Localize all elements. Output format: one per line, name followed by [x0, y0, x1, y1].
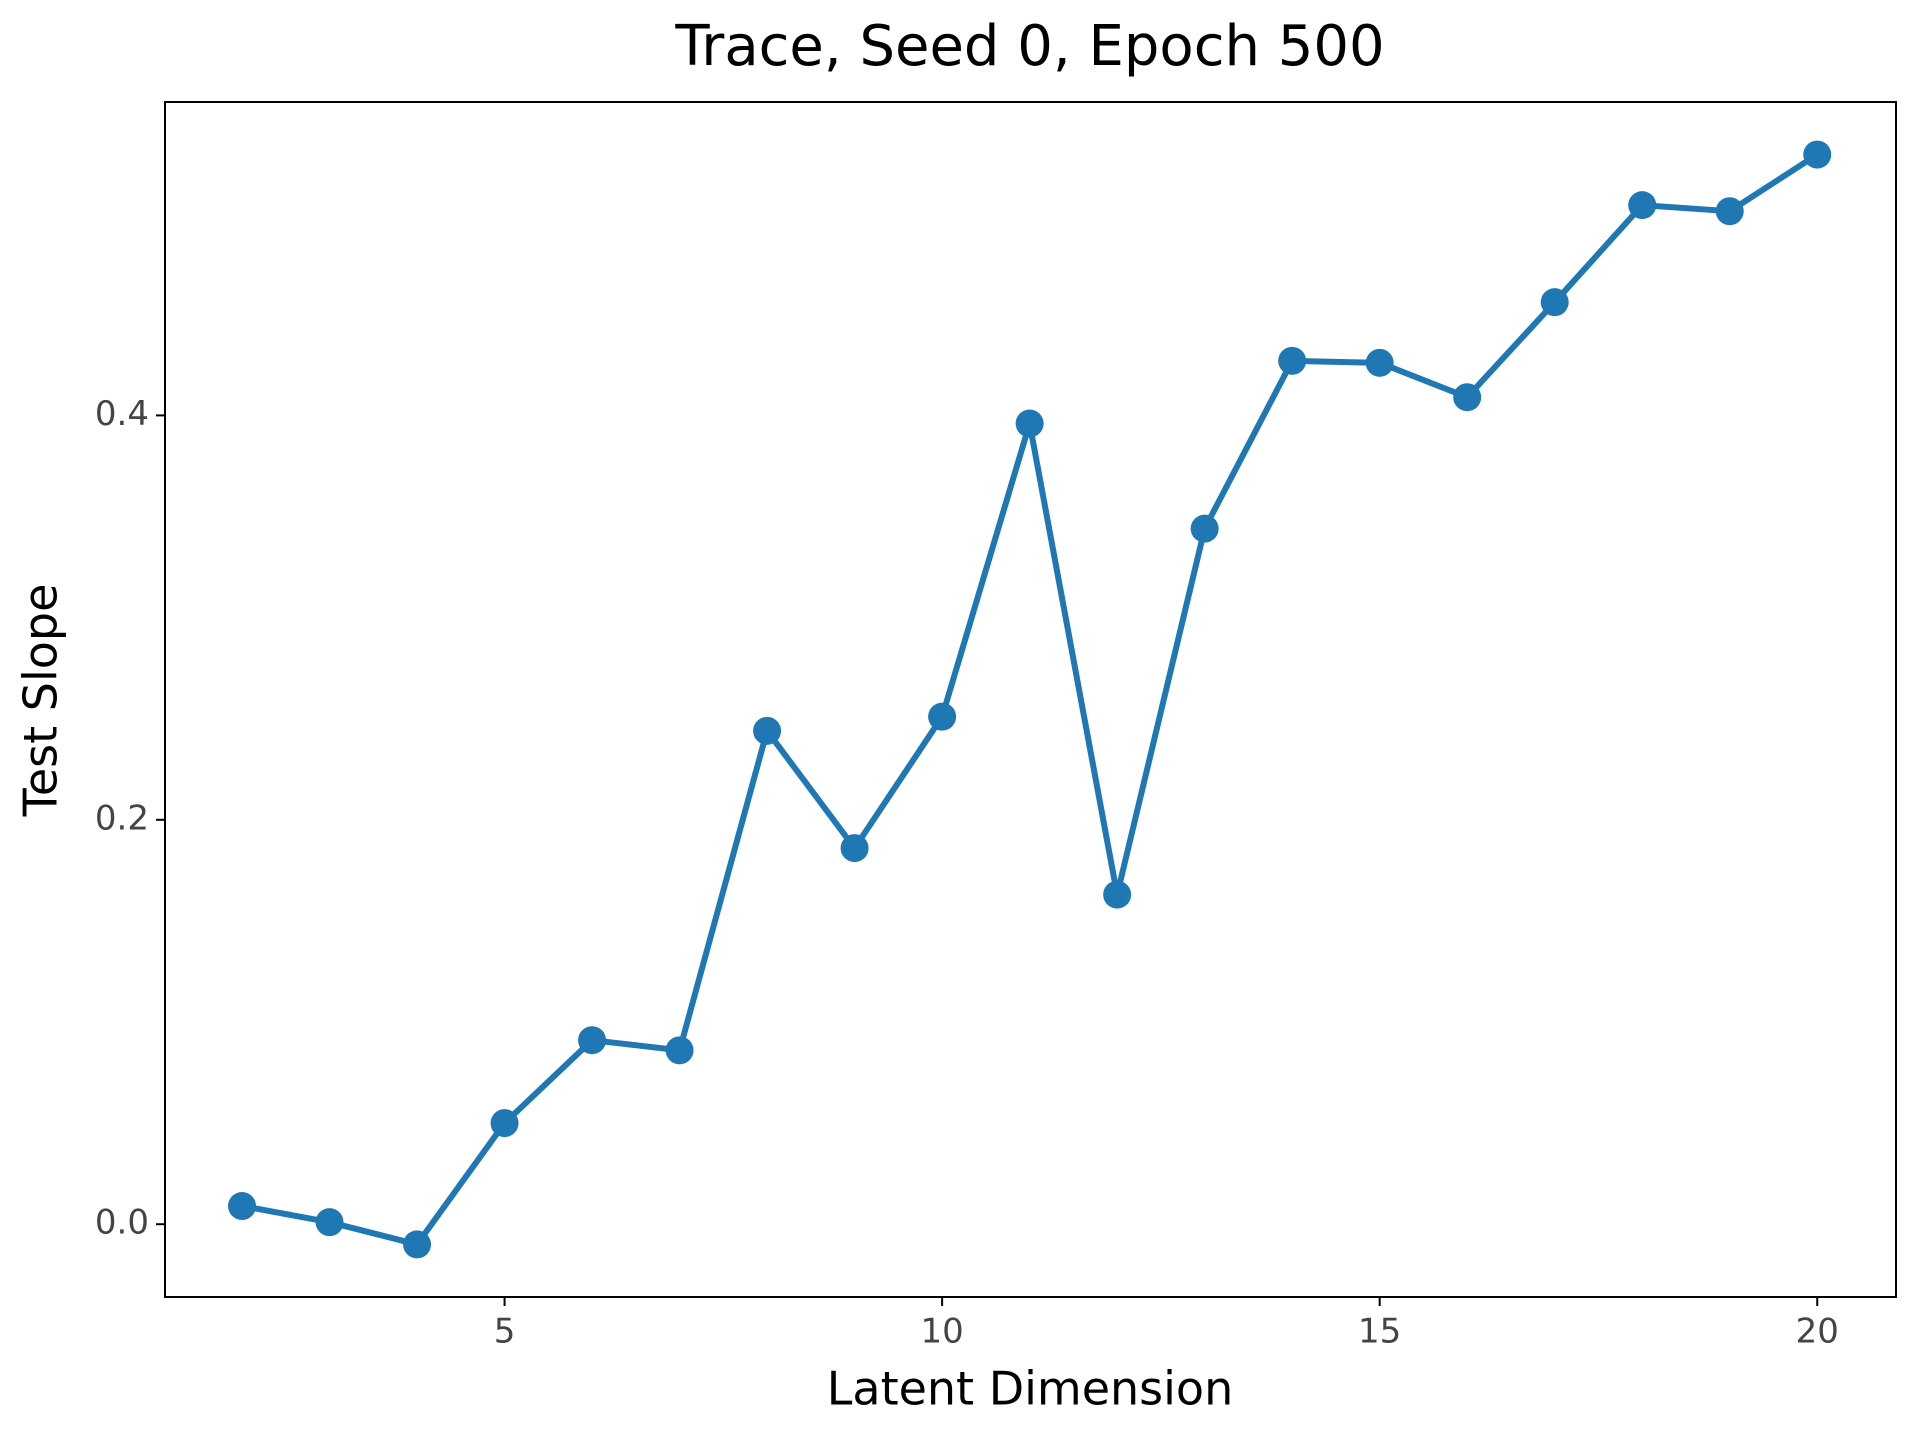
data-point [1278, 346, 1307, 375]
x-tick-label: 15 [1358, 1312, 1401, 1352]
data-point [1453, 383, 1482, 412]
y-tick-label: 0.2 [95, 798, 149, 838]
y-tick-label: 0.4 [95, 394, 149, 434]
y-axis-label: Test Slope [14, 584, 68, 818]
x-tick-label: 5 [494, 1312, 516, 1352]
data-line [241, 152, 1819, 1248]
data-point [1015, 409, 1044, 438]
data-point [1540, 288, 1569, 317]
x-tick-label: 10 [920, 1312, 963, 1352]
data-point [928, 702, 957, 731]
data-point [1715, 197, 1744, 226]
x-tick-label: 20 [1796, 1312, 1839, 1352]
data-point [1103, 880, 1132, 909]
data-point [665, 1036, 694, 1065]
data-point [840, 834, 869, 863]
data-point [1803, 140, 1832, 169]
x-axis-label: Latent Dimension [827, 1362, 1233, 1416]
plot-frame [164, 101, 1897, 1298]
data-point [578, 1026, 607, 1055]
chart-title: Trace, Seed 0, Epoch 500 [674, 14, 1384, 79]
data-point [315, 1208, 344, 1237]
data-point [1365, 348, 1394, 377]
y-tick-label: 0.0 [95, 1203, 149, 1243]
data-point [1190, 514, 1219, 543]
data-point [753, 716, 782, 745]
data-point [490, 1109, 519, 1138]
data-point [228, 1192, 257, 1221]
data-point [403, 1230, 432, 1259]
data-point [1628, 191, 1657, 220]
